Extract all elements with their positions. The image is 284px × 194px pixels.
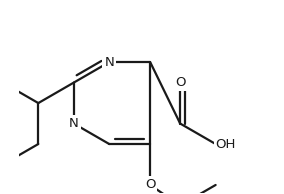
Text: N: N — [69, 117, 79, 130]
Text: O: O — [145, 178, 155, 191]
Text: O: O — [175, 76, 185, 89]
Text: N: N — [104, 56, 114, 69]
Text: OH: OH — [216, 138, 236, 151]
